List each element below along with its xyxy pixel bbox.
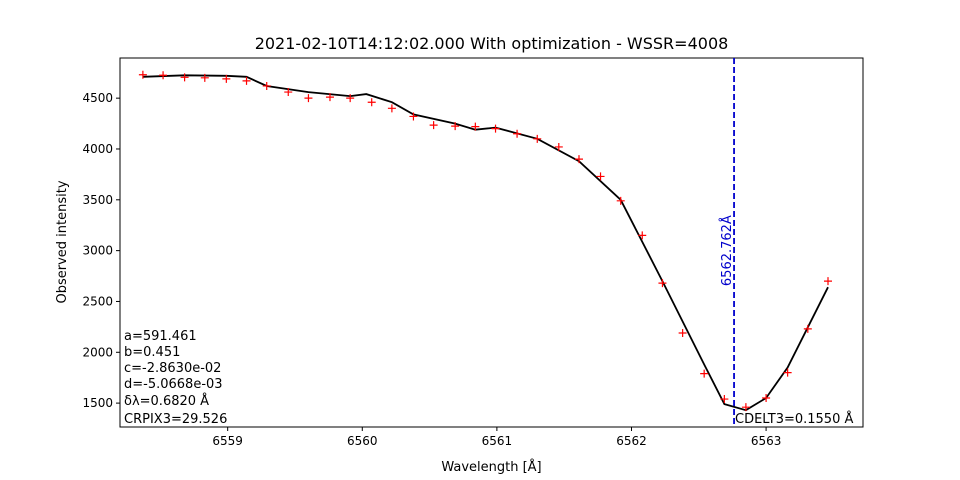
data-point <box>491 124 500 133</box>
y-tick-label: 4500 <box>82 91 113 105</box>
data-point <box>242 76 251 85</box>
x-tick-label: 6561 <box>482 434 513 448</box>
data-point <box>616 196 625 205</box>
data-point <box>138 70 147 79</box>
param-cdelt3: CDELT3=0.1550 Å <box>735 411 853 427</box>
y-axis-label: Observed intensity <box>55 180 70 303</box>
data-point <box>409 112 418 121</box>
data-point <box>346 94 355 103</box>
data-point <box>638 231 647 240</box>
x-tick-label: 6563 <box>751 434 782 448</box>
data-point <box>200 73 209 82</box>
y-tick-label: 3000 <box>82 244 113 258</box>
chart-title: 2021-02-10T14:12:02.000 With optimizatio… <box>255 34 729 53</box>
data-point <box>429 121 438 130</box>
data-point <box>574 155 583 164</box>
data-point <box>284 88 293 97</box>
data-point <box>803 324 812 333</box>
param-crpix3: CRPIX3=29.526 <box>124 412 227 427</box>
data-point <box>762 394 771 403</box>
data-point <box>533 134 542 143</box>
data-point <box>700 369 709 378</box>
line-center-marker: 6562.762Å <box>719 58 735 427</box>
y-tick-label: 2000 <box>82 345 113 359</box>
data-point <box>222 74 231 83</box>
data-point <box>387 104 396 113</box>
data-point <box>783 368 792 377</box>
x-tick-label: 6560 <box>347 434 378 448</box>
data-point <box>325 93 334 102</box>
x-axis-ticks: 6559 6560 6561 6562 6563 <box>212 427 781 448</box>
y-tick-label: 3500 <box>82 193 113 207</box>
data-point <box>596 172 605 181</box>
x-tick-label: 6562 <box>616 434 647 448</box>
param-dlambda: δλ=0.6820 Å <box>124 393 209 409</box>
line-center-label: 6562.762Å <box>719 215 735 286</box>
param-d: d=-5.0668e-03 <box>124 377 223 392</box>
param-b: b=0.451 <box>124 345 180 360</box>
param-c: c=-2.8630e-02 <box>124 361 221 376</box>
y-tick-label: 2500 <box>82 294 113 308</box>
data-point <box>451 122 460 131</box>
observed-series <box>138 70 833 412</box>
data-point <box>304 94 313 103</box>
data-point <box>658 279 667 288</box>
data-point <box>367 98 376 107</box>
data-point <box>678 328 687 337</box>
fit-parameters: a=591.461 b=0.451 c=-2.8630e-02 d=-5.066… <box>124 329 227 427</box>
y-tick-label: 1500 <box>82 396 113 410</box>
data-point <box>262 81 271 90</box>
x-axis-label: Wavelength [Å] <box>441 459 541 475</box>
data-point <box>824 277 833 286</box>
data-point <box>720 395 729 404</box>
plot-area <box>119 57 864 428</box>
data-point <box>471 122 480 131</box>
data-point <box>513 129 522 138</box>
data-point <box>554 142 563 151</box>
y-axis-ticks: 1500 2000 2500 3000 3500 4000 4500 <box>82 91 120 410</box>
y-tick-label: 4000 <box>82 142 113 156</box>
data-point <box>180 73 189 82</box>
x-tick-label: 6559 <box>212 434 243 448</box>
data-point <box>159 71 168 80</box>
param-a: a=591.461 <box>124 329 197 344</box>
data-point <box>741 403 750 412</box>
